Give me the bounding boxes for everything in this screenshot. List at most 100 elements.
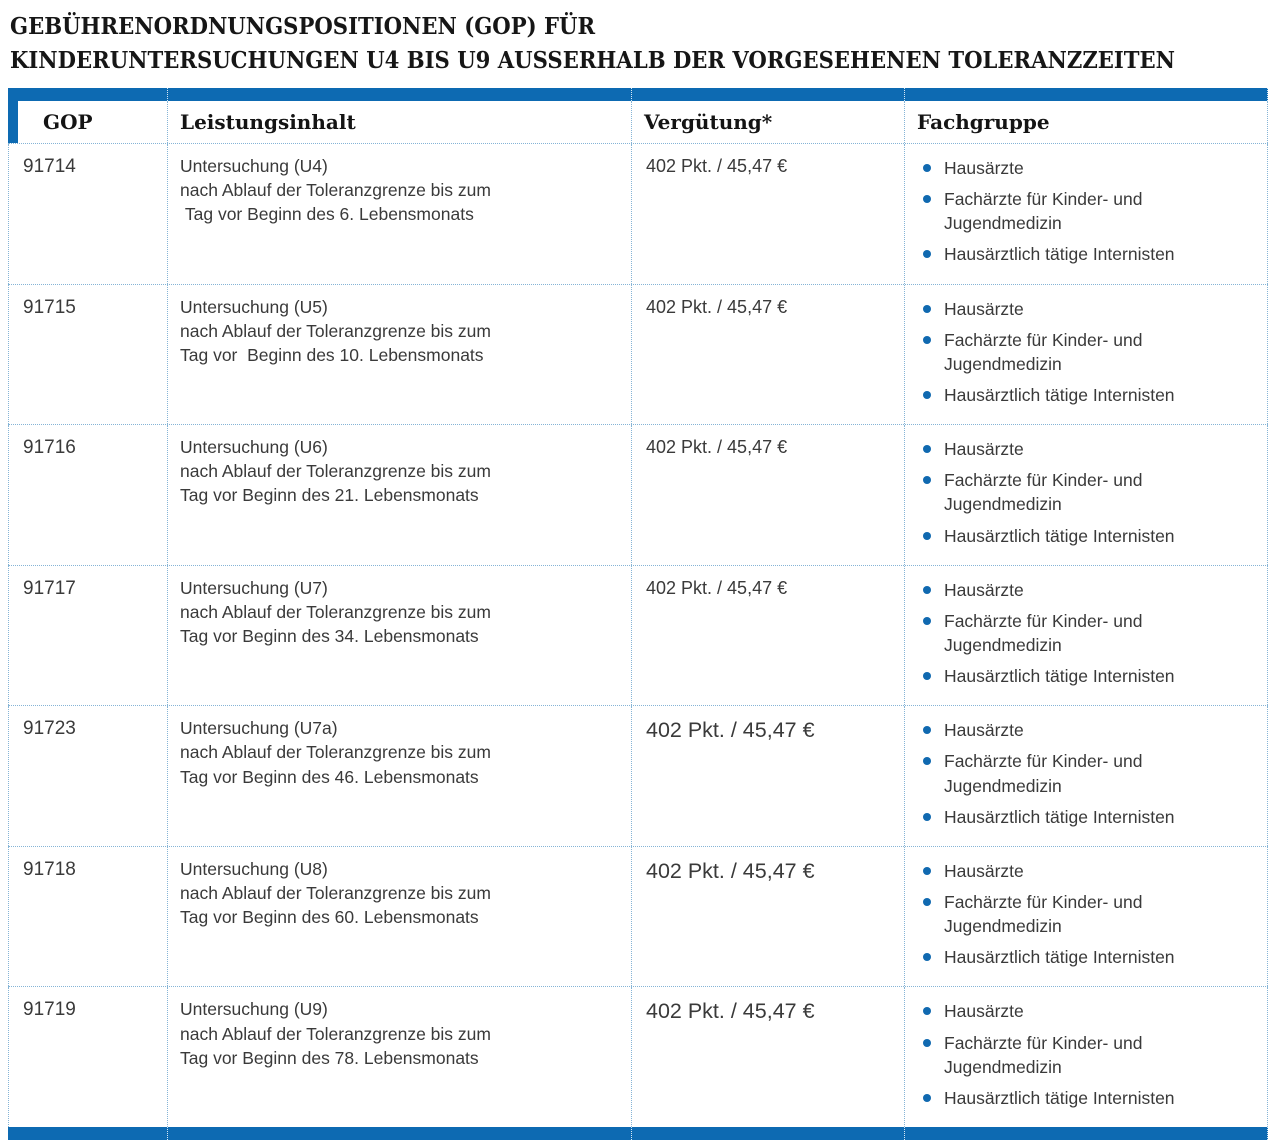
list-item: Fachärzte für Kinder- und Jugendmedizin	[919, 609, 1257, 657]
fachgruppe-entry: Hausärztlich tätige Internisten	[944, 244, 1175, 265]
table-row: 91723 Untersuchung (U7a) nach Ablauf der…	[8, 706, 1268, 847]
table-row: 91716 Untersuchung (U6) nach Ablauf der …	[8, 425, 1268, 566]
gop-code: 91723	[8, 706, 168, 846]
bottom-bar-segment	[632, 1126, 905, 1140]
column-header-verguetung: Vergütung*	[632, 101, 905, 143]
fachgruppe-entry: Hausärztlich tätige Internisten	[944, 384, 1175, 405]
fachgruppe-entry: Hausärztlich tätige Internisten	[944, 947, 1175, 968]
fachgruppe-list: Hausärzte Fachärzte für Kinder- und Juge…	[917, 295, 1257, 408]
fee-value: 402 Pkt. / 45,47 €	[632, 987, 905, 1127]
gop-code: 91715	[8, 284, 168, 425]
header-accent-bar	[8, 88, 18, 143]
bullet-icon	[923, 726, 931, 735]
list-item: Hausärztlich tätige Internisten	[919, 1086, 1257, 1110]
title-line-2: KINDERUNTERSUCHUNGEN U4 BIS U9 AUSSERHAL…	[10, 47, 1176, 74]
bullet-icon	[923, 390, 931, 399]
fee-value: 402 Pkt. / 45,47 €	[632, 706, 905, 846]
service-description: Untersuchung (U6) nach Ablauf der Tolera…	[168, 425, 632, 565]
fachgruppe-cell: Hausärzte Fachärzte für Kinder- und Juge…	[905, 284, 1268, 425]
fee-table: GOP Leistungsinhalt Vergütung* Fachgrupp…	[8, 88, 1268, 1140]
list-item: Hausärzte	[919, 859, 1257, 883]
list-item: Fachärzte für Kinder- und Jugendmedizin	[919, 1031, 1257, 1079]
list-item: Hausärzte	[919, 718, 1257, 742]
list-item: Hausärzte	[919, 437, 1257, 461]
bullet-icon	[923, 1038, 931, 1047]
fachgruppe-cell: Hausärzte Fachärzte für Kinder- und Juge…	[905, 846, 1268, 987]
bullet-icon	[923, 445, 931, 454]
list-item: Hausärzte	[919, 156, 1257, 180]
bullet-icon	[923, 195, 931, 204]
page: GEBÜHRENORDNUNGSPOSITIONEN (GOP) FÜR KIN…	[8, 13, 1268, 1140]
bullet-icon	[923, 250, 931, 259]
service-description: Untersuchung (U4) nach Ablauf der Tolera…	[168, 144, 632, 284]
bullet-icon	[923, 164, 931, 172]
list-item: Hausärztlich tätige Internisten	[919, 945, 1257, 969]
fee-value: 402 Pkt. / 45,47 €	[632, 565, 905, 706]
top-bar-segment	[168, 88, 632, 101]
list-item: Hausärztlich tätige Internisten	[919, 383, 1257, 407]
bullet-icon	[923, 757, 931, 766]
list-item: Fachärzte für Kinder- und Jugendmedizin	[919, 328, 1257, 376]
fee-value: 402 Pkt. / 45,47 €	[632, 425, 905, 565]
bottom-bar-segment	[168, 1126, 632, 1140]
fachgruppe-cell: Hausärzte Fachärzte für Kinder- und Juge…	[905, 987, 1268, 1127]
list-item: Fachärzte für Kinder- und Jugendmedizin	[919, 468, 1257, 516]
fachgruppe-list: Hausärzte Fachärzte für Kinder- und Juge…	[917, 857, 1257, 970]
bottom-bar-segment	[905, 1126, 1268, 1140]
table-top-bar	[8, 88, 1268, 101]
fachgruppe-cell: Hausärzte Fachärzte für Kinder- und Juge…	[905, 144, 1268, 284]
top-bar-segment	[8, 88, 168, 101]
fachgruppe-entry: Fachärzte für Kinder- und Jugendmedizin	[944, 891, 1143, 937]
fachgruppe-list: Hausärzte Fachärzte für Kinder- und Juge…	[917, 576, 1257, 689]
fachgruppe-entry: Hausärzte	[944, 158, 1024, 178]
bottom-bar-segment	[8, 1126, 168, 1140]
gop-code: 91719	[8, 987, 168, 1127]
list-item: Hausärztlich tätige Internisten	[919, 242, 1257, 266]
bullet-icon	[923, 476, 931, 485]
fachgruppe-cell: Hausärzte Fachärzte für Kinder- und Juge…	[905, 425, 1268, 565]
fee-value: 402 Pkt. / 45,47 €	[632, 144, 905, 284]
bullet-icon	[923, 897, 931, 906]
list-item: Fachärzte für Kinder- und Jugendmedizin	[919, 187, 1257, 235]
table-row: 91715 Untersuchung (U5) nach Ablauf der …	[8, 284, 1268, 426]
list-item: Hausärzte	[919, 578, 1257, 602]
fachgruppe-entry: Hausärzte	[944, 439, 1024, 460]
fachgruppe-entry: Hausärztlich tätige Internisten	[944, 666, 1175, 687]
list-item: Hausärztlich tätige Internisten	[919, 805, 1257, 829]
list-item: Hausärzte	[919, 297, 1257, 321]
fachgruppe-list: Hausärzte Fachärzte für Kinder- und Juge…	[917, 997, 1257, 1110]
bullet-icon	[923, 953, 931, 962]
fachgruppe-entry: Hausärzte	[944, 579, 1024, 600]
table-bottom-bar	[8, 1126, 1268, 1140]
bullet-icon	[923, 866, 931, 875]
fachgruppe-entry: Hausärztlich tätige Internisten	[944, 806, 1175, 827]
table-header-row: GOP Leistungsinhalt Vergütung* Fachgrupp…	[8, 101, 1268, 144]
fachgruppe-list: Hausärzte Fachärzte für Kinder- und Juge…	[917, 716, 1257, 829]
table-row: 91714 Untersuchung (U4) nach Ablauf der …	[8, 144, 1268, 285]
bullet-icon	[923, 812, 931, 821]
bullet-icon	[923, 616, 931, 625]
list-item: Fachärzte für Kinder- und Jugendmedizin	[919, 749, 1257, 797]
service-description: Untersuchung (U9) nach Ablauf der Tolera…	[168, 987, 632, 1127]
list-item: Hausärzte	[919, 999, 1257, 1023]
service-description: Untersuchung (U7a) nach Ablauf der Toler…	[168, 706, 632, 846]
service-description: Untersuchung (U8) nach Ablauf der Tolera…	[168, 846, 632, 987]
list-item: Hausärztlich tätige Internisten	[919, 524, 1257, 548]
fachgruppe-list: Hausärzte Fachärzte für Kinder- und Juge…	[917, 154, 1257, 267]
bullet-icon	[923, 531, 931, 540]
bullet-icon	[923, 335, 931, 344]
bullet-icon	[923, 585, 931, 594]
fachgruppe-entry: Fachärzte für Kinder- und Jugendmedizin	[944, 189, 1143, 234]
table-row: 91719 Untersuchung (U9) nach Ablauf der …	[8, 987, 1268, 1127]
fachgruppe-list: Hausärzte Fachärzte für Kinder- und Juge…	[917, 435, 1257, 548]
fachgruppe-entry: Hausärzte	[944, 860, 1024, 881]
fachgruppe-entry: Fachärzte für Kinder- und Jugendmedizin	[944, 470, 1143, 515]
bullet-icon	[923, 304, 931, 313]
fachgruppe-entry: Hausärzte	[944, 298, 1024, 319]
column-header-fachgruppe: Fachgruppe	[905, 101, 1268, 143]
service-description: Untersuchung (U7) nach Ablauf der Tolera…	[168, 565, 632, 706]
column-header-gop: GOP	[8, 101, 168, 143]
fachgruppe-entry: Hausärztlich tätige Internisten	[944, 1087, 1175, 1108]
list-item: Hausärztlich tätige Internisten	[919, 664, 1257, 688]
fachgruppe-entry: Fachärzte für Kinder- und Jugendmedizin	[944, 610, 1143, 655]
